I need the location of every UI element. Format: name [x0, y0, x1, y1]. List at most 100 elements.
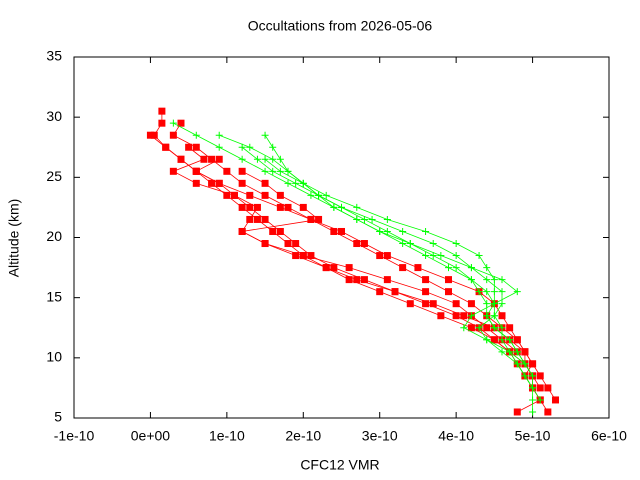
point — [467, 264, 475, 272]
profile-line — [219, 134, 541, 401]
point — [383, 227, 391, 235]
y-axis-label: Altitude (km) — [6, 199, 22, 278]
point — [276, 203, 284, 211]
point — [330, 203, 338, 211]
point — [276, 167, 284, 175]
point — [238, 143, 246, 151]
point — [238, 167, 246, 175]
x-tick-label: 4e-10 — [438, 428, 474, 444]
profile-line — [240, 170, 518, 353]
point — [437, 312, 445, 320]
y-tick-label: 35 — [46, 48, 62, 64]
point — [261, 179, 269, 187]
point — [513, 360, 521, 368]
point — [246, 191, 254, 199]
point — [292, 240, 300, 248]
x-axis-label: CFC12 VMR — [300, 457, 379, 473]
x-tick-label: 5e-10 — [515, 428, 551, 444]
point — [276, 191, 284, 199]
point — [529, 372, 537, 380]
point — [150, 131, 158, 139]
point — [513, 288, 521, 296]
point — [238, 203, 246, 211]
point — [422, 276, 430, 284]
point — [498, 312, 506, 320]
point — [521, 348, 529, 356]
x-tick-label: -1e-10 — [54, 428, 95, 444]
point — [422, 300, 430, 308]
point — [284, 167, 292, 175]
point — [269, 167, 277, 175]
point — [215, 155, 223, 163]
x-tick-label: 3e-10 — [362, 428, 398, 444]
point — [169, 119, 177, 127]
point — [383, 252, 391, 260]
point — [238, 227, 246, 235]
point — [490, 324, 498, 332]
point — [529, 396, 537, 404]
point — [307, 215, 315, 223]
point — [246, 203, 254, 211]
point — [246, 215, 254, 223]
point — [162, 143, 170, 151]
point — [192, 143, 200, 151]
point — [544, 384, 552, 392]
point — [315, 215, 323, 223]
point — [452, 264, 460, 272]
point — [253, 203, 261, 211]
point — [231, 191, 238, 199]
point — [208, 179, 216, 187]
point — [490, 288, 498, 296]
point — [452, 312, 460, 320]
profile-line — [150, 134, 541, 413]
point — [158, 119, 166, 127]
point — [292, 179, 300, 187]
point — [475, 324, 483, 332]
point — [338, 203, 345, 211]
point — [498, 276, 506, 284]
point — [498, 336, 506, 344]
point — [192, 131, 200, 139]
profile-line — [264, 158, 526, 365]
point — [467, 300, 475, 308]
point — [467, 312, 475, 320]
point — [529, 360, 537, 368]
point — [483, 300, 491, 308]
point — [452, 300, 460, 308]
point — [498, 300, 506, 308]
point — [399, 264, 407, 272]
point — [315, 191, 323, 199]
point — [269, 143, 277, 151]
point — [552, 396, 559, 404]
point — [460, 324, 468, 332]
y-tick-label: 25 — [46, 168, 62, 184]
point — [360, 240, 368, 248]
point — [360, 276, 368, 284]
point — [261, 155, 269, 163]
x-tick-label: 0e+00 — [131, 428, 171, 444]
point — [445, 288, 452, 296]
point — [475, 288, 483, 296]
point — [414, 264, 422, 272]
point — [529, 408, 537, 416]
point — [307, 191, 315, 199]
point — [536, 372, 544, 380]
point — [215, 143, 223, 151]
point — [383, 215, 391, 223]
point — [429, 240, 437, 248]
point — [368, 215, 376, 223]
y-tick-label: 30 — [46, 108, 62, 124]
point — [445, 264, 452, 272]
x-tick-label: 1e-10 — [209, 428, 245, 444]
point — [269, 227, 277, 235]
point — [215, 179, 223, 187]
point — [490, 300, 498, 308]
point — [521, 372, 529, 380]
point — [521, 360, 529, 368]
point — [284, 240, 292, 248]
profile-line — [172, 122, 556, 401]
point — [467, 276, 475, 284]
point — [192, 167, 200, 175]
point — [261, 191, 269, 199]
point — [353, 203, 361, 211]
